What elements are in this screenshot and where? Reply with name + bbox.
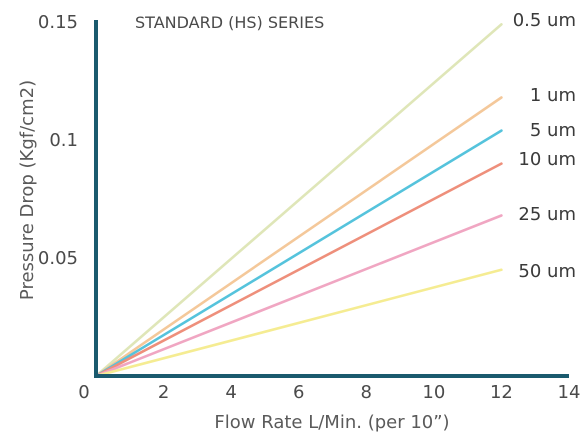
- series-line-25-um: [94, 214, 503, 378]
- x-tick-label: 6: [293, 382, 304, 403]
- x-tick-label: 12: [490, 382, 513, 403]
- series-line-50-um: [94, 268, 503, 378]
- series-line-0-5-um: [94, 23, 503, 378]
- series-label: 10 um: [518, 149, 576, 170]
- series-label: 5 um: [530, 120, 576, 141]
- y-tick-label: 0.15: [38, 12, 78, 33]
- series-line-10-um: [94, 162, 503, 378]
- series-label: 50 um: [518, 261, 576, 282]
- tick-labels: 0 2 4 6 8 10 12 14 0.05 0.1 0.15: [38, 12, 581, 403]
- series-layer: [94, 23, 503, 378]
- series-labels: 0.5 um 1 um 5 um 10 um 25 um 50 um: [513, 10, 576, 282]
- y-tick-label: 0.1: [49, 130, 78, 151]
- x-tick-label: 8: [361, 382, 372, 403]
- x-tick-label: 10: [422, 382, 445, 403]
- x-tick-label: 4: [225, 382, 236, 403]
- series-label: 0.5 um: [513, 10, 576, 31]
- series-line-1-um: [94, 96, 503, 378]
- series-line-5-um: [94, 129, 503, 378]
- series-label: 1 um: [530, 85, 576, 106]
- y-tick-label: 0.05: [38, 248, 78, 269]
- chart-title: STANDARD (HS) SERIES: [135, 13, 324, 32]
- x-tick-label: 0: [78, 382, 89, 403]
- axes-layer: [94, 20, 569, 378]
- y-axis-title: Pressure Drop (Kgf/cm2): [17, 80, 38, 300]
- series-label: 25 um: [518, 204, 576, 225]
- x-axis-title: Flow Rate L/Min. (per 10”): [214, 412, 449, 433]
- x-tick-label: 14: [558, 382, 581, 403]
- x-tick-label: 2: [158, 382, 169, 403]
